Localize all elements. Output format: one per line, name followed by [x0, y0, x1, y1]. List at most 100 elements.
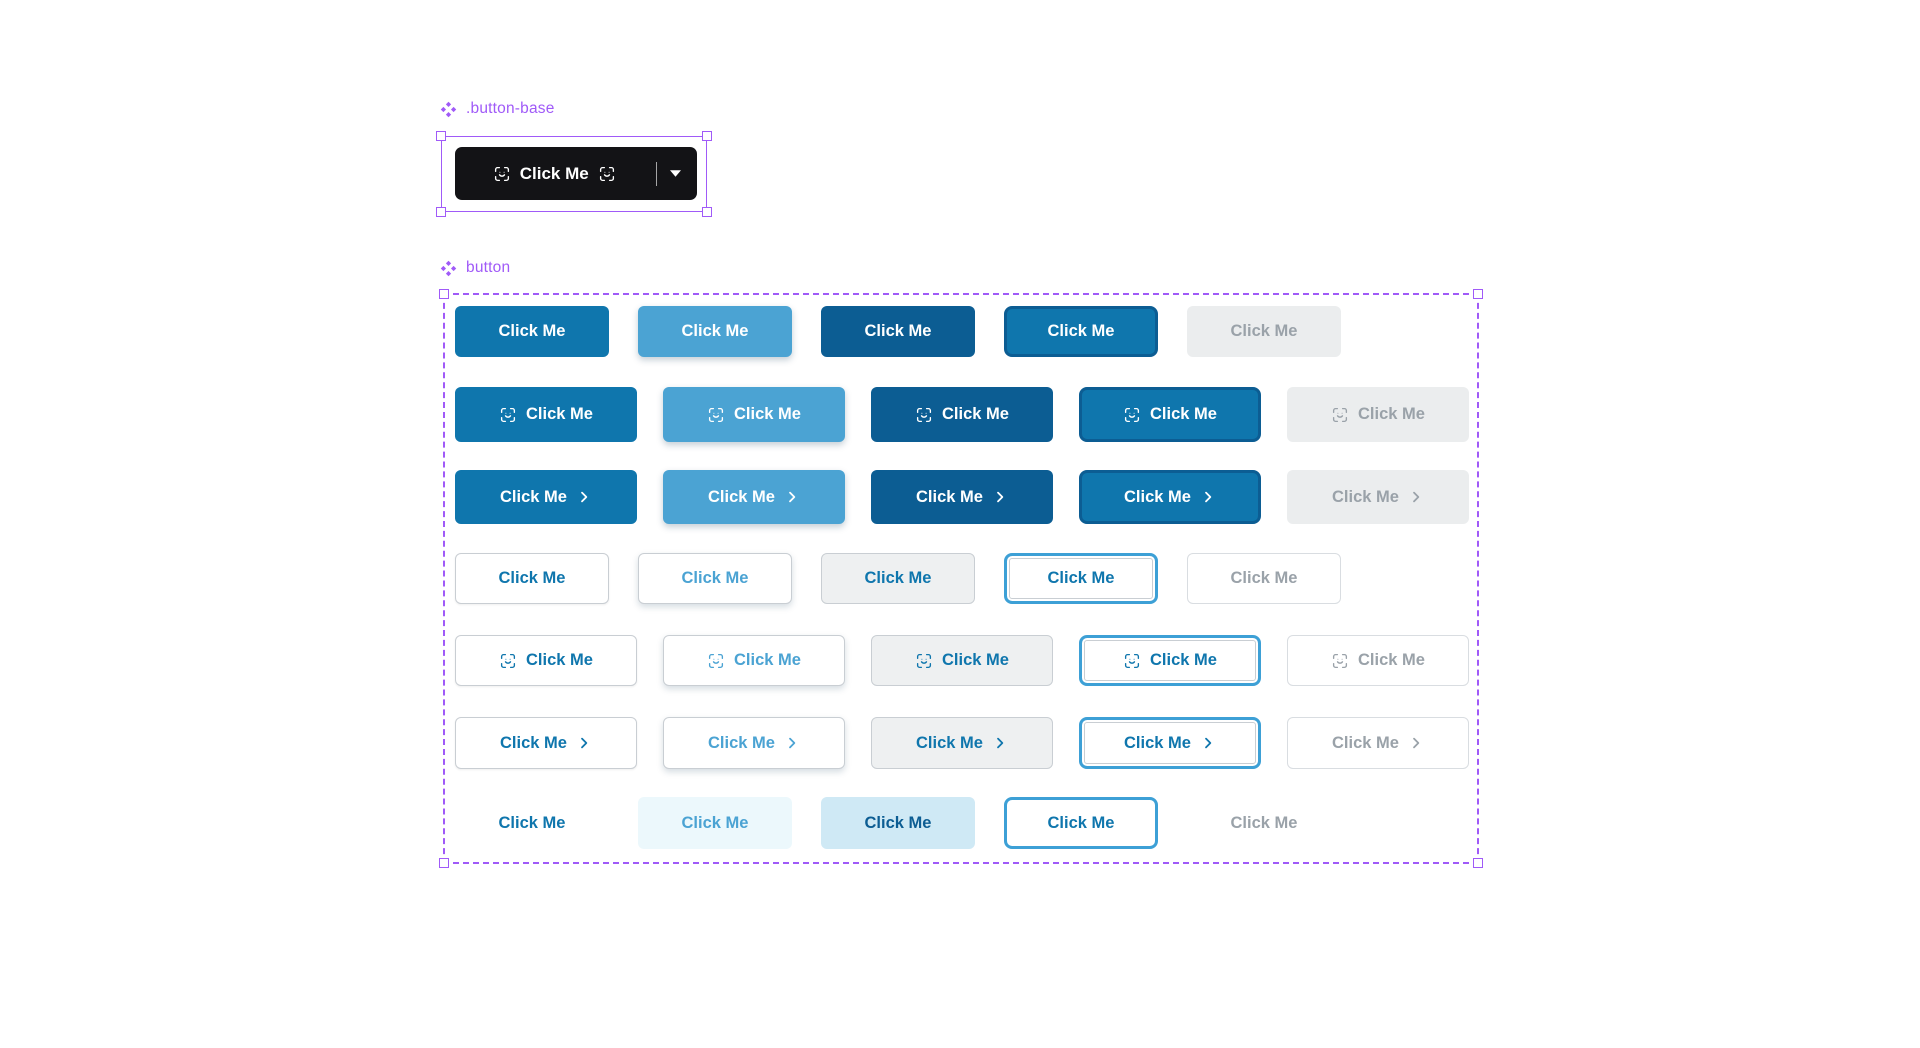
button-label: Click Me: [916, 487, 983, 506]
placeholder-icon: [493, 165, 511, 183]
selection-handle-top-right[interactable]: [1473, 289, 1483, 299]
button-label: Click Me: [864, 813, 932, 832]
chevron-right-icon: [576, 735, 592, 751]
button-outline-trailing-chevron-disabled[interactable]: Click Me: [1287, 717, 1469, 769]
component-set-frame: [439, 289, 1483, 868]
selection-handle-top-left[interactable]: [439, 289, 449, 299]
placeholder-icon: [598, 165, 616, 183]
button-label: Click Me: [942, 405, 1009, 423]
button-outline-trailing-chevron-focus[interactable]: Click Me: [1079, 717, 1261, 769]
placeholder-icon: [1331, 406, 1349, 424]
button-label: Click Me: [864, 322, 932, 340]
button-row-solid: Click Me Click Me Click Me Click Me Click Me: [455, 306, 1341, 357]
button-ghost-pressed[interactable]: Click Me: [821, 797, 975, 849]
caret-down-icon[interactable]: [670, 170, 681, 177]
button-base-label: Click Me: [519, 163, 589, 183]
button-label: Click Me: [498, 322, 566, 340]
button-ghost-disabled[interactable]: Click Me: [1187, 797, 1341, 849]
button-solid-trailing-chevron-pressed[interactable]: Click Me: [871, 470, 1053, 524]
button-solid-leading-icon-disabled[interactable]: Click Me: [1287, 387, 1469, 442]
chevron-right-icon: [992, 735, 1008, 751]
button-solid-disabled[interactable]: Click Me: [1187, 306, 1341, 357]
chevron-right-icon: [784, 735, 800, 751]
button-label: Click Me: [500, 733, 567, 752]
button-solid-leading-icon-default[interactable]: Click Me: [455, 387, 637, 442]
button-outline-trailing-chevron-hover[interactable]: Click Me: [663, 717, 845, 769]
button-solid-hover[interactable]: Click Me: [638, 306, 792, 357]
button-label: Click Me: [1150, 651, 1217, 669]
placeholder-icon: [499, 406, 517, 424]
selection-handle-bottom-right[interactable]: [702, 207, 712, 217]
button-solid-pressed[interactable]: Click Me: [821, 306, 975, 357]
button-base-component[interactable]: Click Me: [455, 147, 697, 200]
chevron-right-icon: [992, 489, 1008, 505]
button-outline-leading-icon-hover[interactable]: Click Me: [663, 635, 845, 686]
button-outline-leading-icon-disabled[interactable]: Click Me: [1287, 635, 1469, 686]
layer-label-text: .button-base: [466, 100, 555, 117]
button-ghost-hover[interactable]: Click Me: [638, 797, 792, 849]
button-label: Click Me: [681, 569, 749, 587]
chevron-right-icon: [1408, 735, 1424, 751]
button-solid-leading-icon-hover[interactable]: Click Me: [663, 387, 845, 442]
layer-label-button-base[interactable]: .button-base: [440, 100, 555, 118]
button-solid-focus[interactable]: Click Me: [1004, 306, 1158, 357]
button-label: Click Me: [1332, 487, 1399, 506]
button-solid-default[interactable]: Click Me: [455, 306, 609, 357]
button-outline-leading-icon-focus[interactable]: Click Me: [1079, 635, 1261, 686]
placeholder-icon: [915, 652, 933, 670]
selection-handle-top-right[interactable]: [702, 131, 712, 141]
button-label: Click Me: [526, 405, 593, 423]
button-solid-trailing-chevron-focus[interactable]: Click Me: [1079, 470, 1261, 524]
button-label: Click Me: [498, 569, 566, 587]
button-outline-trailing-chevron-default[interactable]: Click Me: [455, 717, 637, 769]
button-base-content: Click Me: [455, 164, 654, 184]
button-label: Click Me: [916, 733, 983, 752]
button-solid-trailing-chevron-hover[interactable]: Click Me: [663, 470, 845, 524]
button-base-divider: [655, 161, 657, 186]
button-label: Click Me: [1047, 322, 1115, 340]
button-label: Click Me: [1230, 813, 1298, 832]
placeholder-icon: [707, 652, 725, 670]
placeholder-icon: [915, 406, 933, 424]
button-outline-disabled[interactable]: Click Me: [1187, 553, 1341, 604]
button-outline-pressed[interactable]: Click Me: [821, 553, 975, 604]
chevron-right-icon: [1408, 489, 1424, 505]
button-label: Click Me: [1047, 813, 1115, 832]
chevron-right-icon: [784, 489, 800, 505]
layer-label-button[interactable]: button: [440, 259, 510, 277]
button-label: Click Me: [942, 651, 1009, 669]
button-label: Click Me: [1124, 487, 1191, 506]
button-solid-leading-icon-focus[interactable]: Click Me: [1079, 387, 1261, 442]
placeholder-icon: [1331, 652, 1349, 670]
button-outline-hover[interactable]: Click Me: [638, 553, 792, 604]
button-ghost-focus[interactable]: Click Me: [1004, 797, 1158, 849]
button-label: Click Me: [708, 733, 775, 752]
selection-handle-bottom-right[interactable]: [1473, 858, 1483, 868]
button-outline-focus[interactable]: Click Me: [1004, 553, 1158, 604]
chevron-right-icon: [576, 489, 592, 505]
button-solid-leading-icon-pressed[interactable]: Click Me: [871, 387, 1053, 442]
button-outline-trailing-chevron-pressed[interactable]: Click Me: [871, 717, 1053, 769]
button-label: Click Me: [734, 651, 801, 669]
button-label: Click Me: [498, 813, 566, 832]
button-label: Click Me: [734, 405, 801, 423]
button-solid-trailing-chevron-default[interactable]: Click Me: [455, 470, 637, 524]
button-label: Click Me: [500, 487, 567, 506]
button-outline-default[interactable]: Click Me: [455, 553, 609, 604]
button-outline-leading-icon-default[interactable]: Click Me: [455, 635, 637, 686]
button-solid-trailing-chevron-disabled[interactable]: Click Me: [1287, 470, 1469, 524]
button-outline-leading-icon-pressed[interactable]: Click Me: [871, 635, 1053, 686]
button-label: Click Me: [1358, 405, 1425, 423]
selection-handle-top-left[interactable]: [436, 131, 446, 141]
button-label: Click Me: [681, 813, 749, 832]
button-label: Click Me: [1230, 322, 1298, 340]
selection-handle-bottom-left[interactable]: [439, 858, 449, 868]
component-icon: [440, 101, 457, 118]
placeholder-icon: [499, 652, 517, 670]
selection-handle-bottom-left[interactable]: [436, 207, 446, 217]
button-ghost-default[interactable]: Click Me: [455, 797, 609, 849]
chevron-right-icon: [1200, 489, 1216, 505]
button-row-solid-leading-icon: Click Me Click Me Click Me Click Me Click Me: [455, 387, 1469, 442]
button-label: Click Me: [1230, 569, 1298, 587]
